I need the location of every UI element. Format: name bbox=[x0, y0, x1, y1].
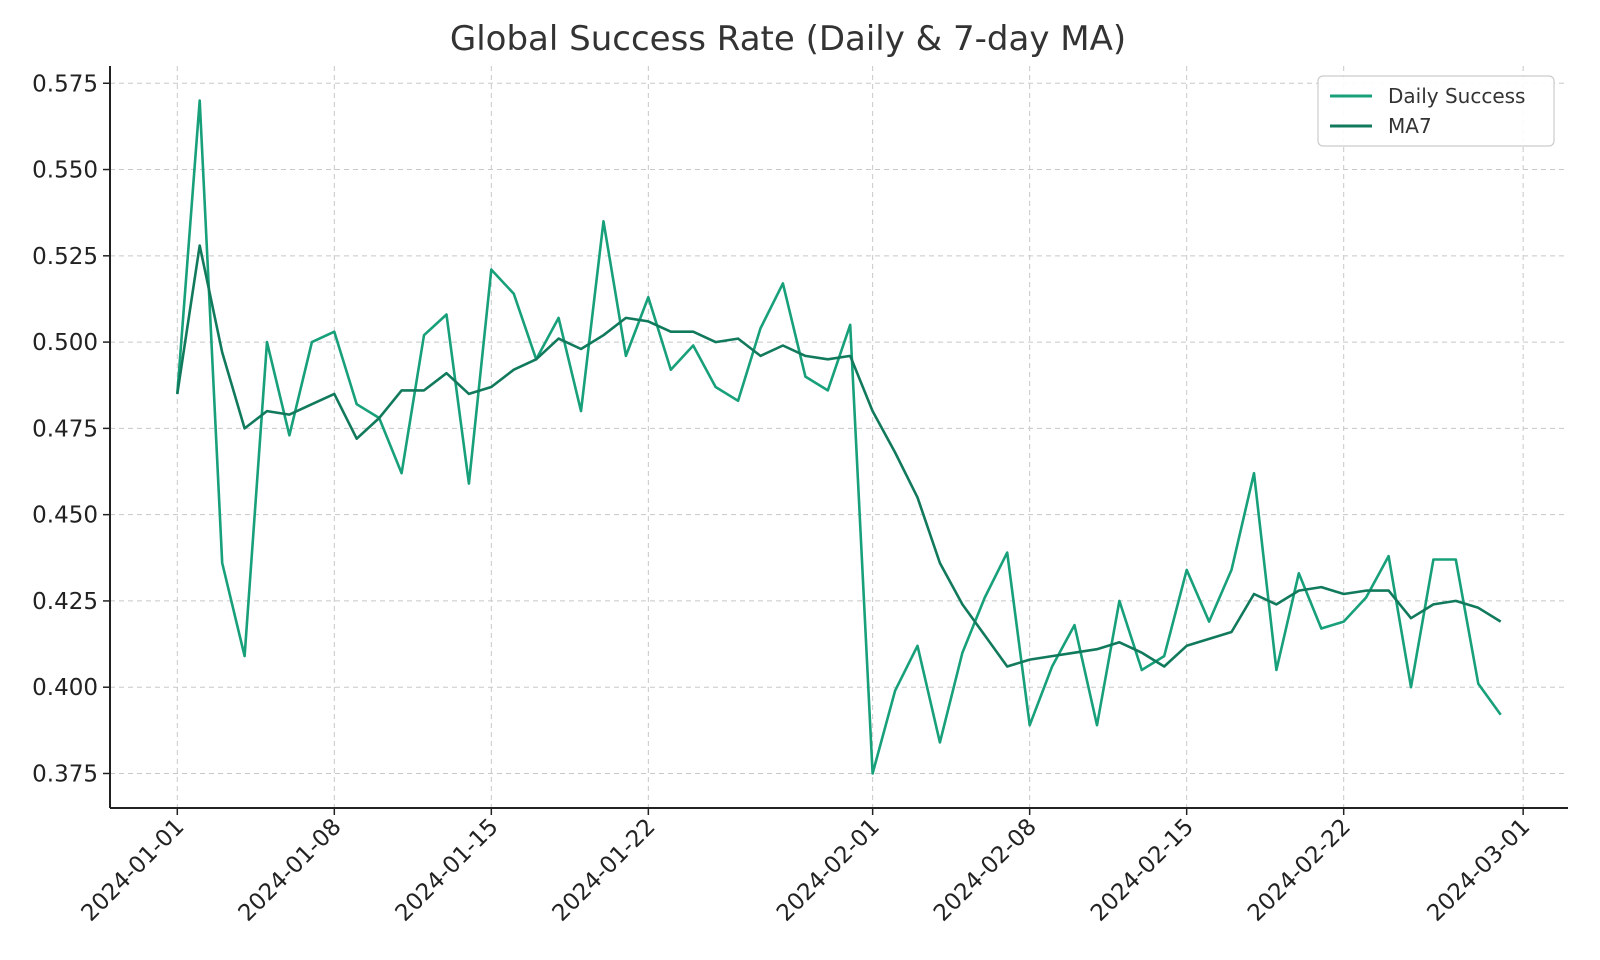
legend-box bbox=[1317, 75, 1555, 147]
y-tick-label: 0.450 bbox=[32, 503, 98, 529]
y-tick-label: 0.575 bbox=[32, 71, 98, 97]
gridlines bbox=[110, 66, 1568, 808]
y-tick-label: 0.425 bbox=[32, 589, 98, 615]
x-tick-label: 2024-01-15 bbox=[391, 814, 504, 927]
series-layer bbox=[176, 99, 1502, 775]
x-tick-layer: 2024-01-01 2024-01-08 2024-01-15 2024-01-22… bbox=[77, 808, 1535, 927]
chart-title: Global Success Rate (Daily & 7-day MA) bbox=[450, 19, 1126, 59]
legend-label-ma7: MA7 bbox=[1388, 114, 1432, 138]
y-tick-label: 0.375 bbox=[32, 761, 98, 787]
series-line-ma7 bbox=[176, 244, 1502, 668]
x-tick-label: 2024-03-01 bbox=[1422, 814, 1535, 927]
x-tick-label: 2024-01-22 bbox=[548, 814, 661, 927]
y-tick-label: 0.475 bbox=[32, 416, 98, 442]
x-tick-label: 2024-02-08 bbox=[929, 814, 1042, 927]
x-tick-label: 2024-01-01 bbox=[77, 814, 190, 927]
y-tick-label: 0.550 bbox=[32, 158, 98, 184]
x-tick-label: 2024-02-22 bbox=[1243, 814, 1356, 927]
x-tick-label: 2024-01-08 bbox=[234, 814, 347, 927]
legend-label-daily-success: Daily Success bbox=[1388, 84, 1525, 108]
y-tick-layer: 0.375 0.400 0.425 0.450 0.475 0.500 0.525 0.550… bbox=[32, 71, 110, 787]
y-tick-label: 0.525 bbox=[32, 244, 98, 270]
legend: Daily Success MA7 bbox=[1317, 75, 1555, 147]
series-line-daily-success bbox=[176, 99, 1502, 775]
x-tick-label: 2024-02-01 bbox=[772, 814, 885, 927]
x-tick-label: 2024-02-15 bbox=[1086, 814, 1199, 927]
y-tick-label: 0.400 bbox=[32, 675, 98, 701]
y-tick-label: 0.500 bbox=[32, 330, 98, 356]
